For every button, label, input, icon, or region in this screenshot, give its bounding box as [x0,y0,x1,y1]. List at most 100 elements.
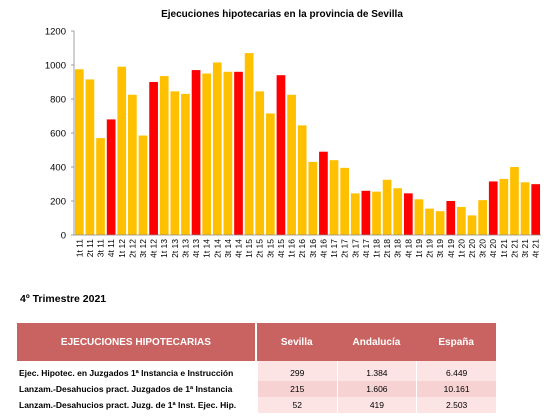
bar-3t-11 [96,138,105,235]
x-tick-label: 4t 17 [361,239,371,258]
x-tick-label: 3t 18 [393,239,403,258]
cell-andalucia: 1.606 [336,381,417,397]
x-tick-label: 3t 21 [520,239,530,258]
x-tick-label: 1t 15 [244,239,254,258]
x-tick-label: 3t 13 [180,239,190,258]
x-tick-label: 1t 21 [499,239,509,258]
x-tick-label: 3t 14 [223,239,233,258]
bar-series [74,53,541,236]
bar-4t-21 [531,184,541,235]
table-header-label: EJECUCIONES HIPOTECARIAS [17,323,257,361]
table-header-row: EJECUCIONES HIPOTECARIAS Sevilla Andaluc… [17,323,496,361]
bar-2t-18 [382,179,392,235]
y-tick-label: 600 [50,129,66,140]
bar-1t-16 [287,94,296,235]
x-tick-label: 4t 21 [531,239,541,258]
bar-3t-15 [266,113,275,235]
x-axis: 1t 11 2t 11 3t 11 4t 11 1t 12 2t 12 3t 12 4t 12… [74,234,541,258]
x-tick-label: 3t 15 [265,239,275,258]
cell-andalucia: 419 [336,397,417,413]
x-tick-label: 4t 14 [234,239,244,258]
bar-2t-13 [170,91,180,235]
bar-4t-11 [106,119,116,235]
bar-3t-19 [435,211,445,235]
bar-4t-13 [191,70,201,235]
x-tick-label: 3t 20 [478,239,488,258]
y-axis: 0 200 400 600 800 1000 1200 [45,27,75,242]
bar-1t-19 [414,199,424,235]
x-tick-label: 4t 18 [403,239,413,258]
cell-espana: 10.161 [416,381,496,397]
bar-2t-20 [467,215,477,235]
x-tick-label: 4t 16 [318,239,328,258]
bar-1t-15 [244,53,254,235]
bar-4t-18 [403,193,413,235]
bar-2t-16 [297,125,307,235]
bar-2t-17 [340,167,349,235]
bar-3t-16 [308,161,318,235]
bar-1t-17 [329,160,339,235]
table-header-andalucia: Andalucía [336,323,417,361]
x-tick-label: 3t 17 [350,239,360,258]
bar-2t-11 [85,79,95,235]
row-label: Lanzam.-Desahucios pract. Juzg. de 1ª In… [17,397,257,413]
row-label: Ejec. Hipotec. en Juzgados 1ª Instancia … [17,361,257,381]
x-tick-label: 1t 19 [414,239,424,258]
bar-1t-14 [202,73,212,235]
x-tick-label: 2t 14 [212,239,222,258]
cell-andalucia: 1.384 [336,361,417,381]
x-tick-label: 4t 15 [276,239,286,258]
bar-1t-13 [159,76,169,235]
bar-2t-15 [255,91,265,235]
x-tick-label: 4t 19 [446,239,456,258]
bar-1t-11 [74,69,84,235]
y-tick-label: 1000 [45,61,66,72]
bar-4t-19 [446,201,456,235]
bar-4t-15 [276,75,286,235]
x-tick-label: 1t 20 [456,239,466,258]
x-tick-label: 2t 21 [509,239,519,258]
chart-title: Ejecuciones hipotecarias en la provincia… [161,9,403,20]
y-tick-label: 1200 [45,27,66,38]
bar-2t-21 [510,167,519,235]
x-tick-label: 3t 19 [435,239,445,258]
x-tick-label: 2t 12 [127,239,137,258]
x-tick-label: 2t 16 [297,239,307,258]
y-tick-label: 400 [50,163,66,174]
x-tick-label: 4t 12 [149,239,159,258]
x-tick-label: 3t 12 [138,239,148,258]
x-tick-label: 4t 11 [106,239,116,258]
bar-2t-14 [212,62,222,236]
x-tick-label: 1t 13 [159,239,169,258]
x-tick-label: 2t 20 [467,239,477,258]
x-tick-label: 4t 13 [191,239,201,258]
x-tick-label: 1t 11 [74,239,84,258]
bar-4t-14 [234,71,243,235]
bar-1t-18 [372,191,381,235]
bar-4t-20 [488,181,498,235]
bar-1t-12 [117,66,127,235]
table-row: Ejec. Hipotec. en Juzgados 1ª Instancia … [17,361,496,381]
x-tick-label: 2t 18 [382,239,392,258]
cell-espana: 2.503 [416,397,496,413]
x-tick-label: 4t 20 [488,239,498,258]
x-tick-label: 1t 12 [117,239,127,258]
table-row: Lanzam.-Desahucios pract. Juzgados de 1ª… [17,381,496,397]
bar-3t-14 [223,71,233,235]
bar-3t-21 [520,182,530,235]
bar-3t-18 [393,188,403,235]
y-tick-label: 0 [61,231,66,242]
bar-1t-20 [457,206,466,235]
bar-3t-12 [138,135,148,235]
table-header-espana: España [416,323,496,361]
x-tick-label: 3t 16 [308,239,318,258]
bar-4t-12 [149,82,158,235]
x-tick-label: 1t 16 [287,239,297,258]
x-tick-label: 2t 19 [425,239,435,258]
x-tick-label: 2t 13 [170,239,180,258]
x-tick-label: 2t 11 [85,239,95,258]
table-row: Lanzam.-Desahucios pract. Juzg. de 1ª In… [17,397,496,413]
cell-espana: 6.449 [416,361,496,381]
bar-2t-19 [425,208,434,235]
row-label: Lanzam.-Desahucios pract. Juzgados de 1ª… [17,381,257,397]
